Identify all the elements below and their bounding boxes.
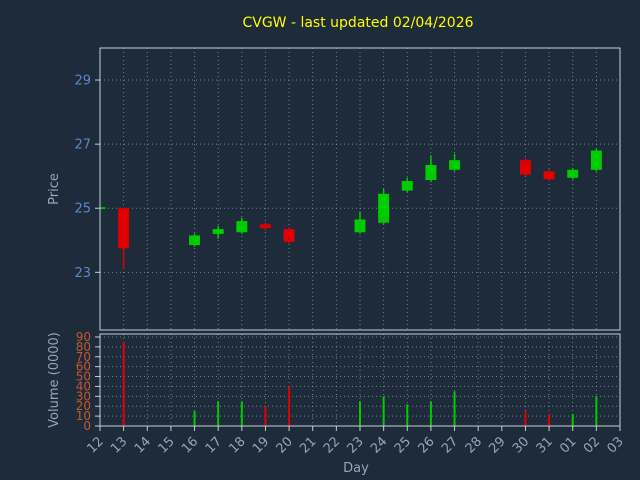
candle-body bbox=[425, 164, 437, 181]
volume-tick-label: 50 bbox=[76, 370, 91, 384]
x-tick-label: 27 bbox=[439, 434, 461, 456]
volume-tick-label: 90 bbox=[76, 330, 91, 344]
candle-body bbox=[378, 193, 390, 223]
x-tick-label: 29 bbox=[486, 434, 508, 456]
x-tick-label: 13 bbox=[108, 434, 130, 456]
candle-body bbox=[212, 229, 224, 234]
x-tick-label: 16 bbox=[179, 434, 201, 456]
price-tick-label: 25 bbox=[74, 202, 91, 217]
price-pane-data bbox=[100, 148, 602, 270]
x-tick-label: 23 bbox=[345, 434, 367, 456]
volume-tick-label: 10 bbox=[76, 409, 91, 423]
volume-tick-label: 70 bbox=[76, 350, 91, 364]
candle-body bbox=[100, 207, 106, 209]
x-tick-label: 12 bbox=[85, 434, 107, 456]
volume-tick-label: 60 bbox=[76, 360, 91, 374]
x-tick-label: 21 bbox=[297, 434, 319, 456]
x-tick-label: 19 bbox=[250, 434, 272, 456]
x-tick-label: 17 bbox=[203, 434, 225, 456]
x-tick-label: 01 bbox=[557, 434, 579, 456]
volume-tick-label: 40 bbox=[76, 379, 91, 393]
x-tick-label: 18 bbox=[226, 434, 248, 456]
price-axis-label: Price bbox=[47, 173, 62, 205]
x-tick-label: 24 bbox=[368, 434, 390, 456]
x-tick-label: 02 bbox=[581, 434, 603, 456]
candle-body bbox=[543, 171, 555, 180]
candle-body bbox=[283, 229, 295, 242]
x-tick-label: 22 bbox=[321, 434, 343, 456]
x-tick-label: 28 bbox=[463, 434, 485, 456]
candle-body bbox=[189, 235, 201, 246]
candle-body bbox=[354, 219, 366, 233]
chart-title: CVGW - last updated 02/04/2026 bbox=[242, 15, 473, 31]
x-tick-label: 26 bbox=[415, 434, 437, 456]
volume-tick-label: 20 bbox=[76, 399, 91, 413]
volume-pane-data bbox=[122, 341, 598, 426]
x-axis-label: Day bbox=[343, 461, 369, 476]
x-tick-label: 25 bbox=[392, 434, 414, 456]
price-tick-label: 23 bbox=[74, 266, 91, 281]
price-tick-label: 29 bbox=[74, 74, 91, 89]
candle-body bbox=[236, 221, 248, 233]
candle-body bbox=[401, 180, 413, 191]
volume-tick-label: 80 bbox=[76, 340, 91, 354]
candle-body bbox=[259, 224, 271, 229]
x-tick-label: 03 bbox=[605, 434, 627, 456]
candle-body bbox=[118, 208, 130, 249]
volume-tick-label: 30 bbox=[76, 389, 91, 403]
price-tick-label: 27 bbox=[74, 138, 91, 153]
volume-axis-label: Volume (0000) bbox=[47, 332, 62, 428]
x-tick-label: 14 bbox=[132, 434, 154, 456]
grid-layer bbox=[99, 48, 621, 426]
price-pane-frame bbox=[99, 47, 621, 331]
candle-body bbox=[519, 160, 531, 175]
volume-tick-label: 0 bbox=[83, 419, 91, 433]
candle-body bbox=[567, 169, 579, 178]
x-tick-label: 15 bbox=[155, 434, 177, 456]
x-tick-label: 30 bbox=[510, 434, 532, 456]
x-tick-label: 31 bbox=[534, 434, 556, 456]
x-tick-label: 20 bbox=[274, 434, 296, 456]
candle-body bbox=[590, 150, 602, 170]
candle-body bbox=[449, 160, 461, 170]
